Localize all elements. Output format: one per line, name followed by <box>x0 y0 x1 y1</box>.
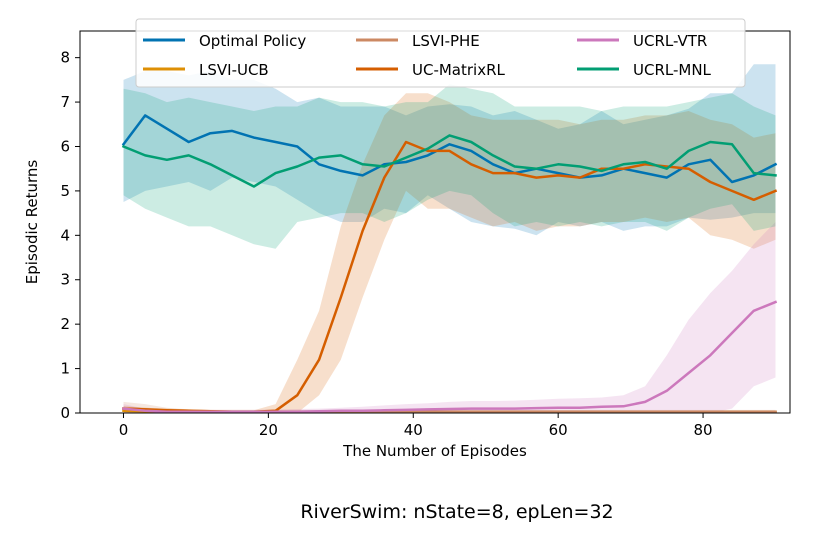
confidence-bands <box>123 64 776 413</box>
line-ucrl-mnl <box>121 134 777 188</box>
x-tick-label: 40 <box>404 421 423 439</box>
legend-label-lsvi-ucb: LSVI-UCB <box>199 61 269 79</box>
figure-caption: RiverSwim: nState=8, epLen=32 <box>300 501 613 523</box>
x-axis-ticks: 0 20 40 60 80 <box>119 413 713 439</box>
line-ucrl-vtr <box>122 300 778 413</box>
y-tick-label: 1 <box>60 360 70 378</box>
series-lines <box>121 114 778 413</box>
y-tick-label: 4 <box>60 226 70 244</box>
band-ucrl-vtr <box>123 222 776 413</box>
y-axis-label: Episodic Returns <box>23 160 41 285</box>
y-axis-ticks: 0 1 2 3 4 5 6 7 8 <box>60 49 80 422</box>
legend-label-ucrl-vtr: UCRL-VTR <box>633 32 707 50</box>
legend-label-optimal-policy: Optimal Policy <box>199 32 306 50</box>
x-tick-label: 60 <box>549 421 568 439</box>
legend: Optimal Policy LSVI-UCB LSVI-PHE UC-MatrixR… <box>135 18 746 88</box>
legend-label-lsvi-phe: LSVI-PHE <box>412 32 480 50</box>
y-tick-label: 2 <box>60 315 70 333</box>
y-tick-label: 7 <box>60 93 70 111</box>
x-tick-label: 20 <box>259 421 278 439</box>
x-tick-label: 80 <box>694 421 713 439</box>
x-axis-label: The Number of Episodes <box>342 442 527 460</box>
y-tick-label: 6 <box>60 137 70 155</box>
band-ucrl-mnl <box>123 84 776 249</box>
y-tick-label: 8 <box>60 49 70 67</box>
y-tick-label: 3 <box>60 271 70 289</box>
legend-label-uc-matrixrl: UC-MatrixRL <box>412 61 506 79</box>
band-lsvi-phe <box>123 401 776 413</box>
y-tick-label: 5 <box>60 182 70 200</box>
line-optimal-policy <box>121 114 778 184</box>
y-tick-label: 0 <box>60 404 70 422</box>
legend-label-ucrl-mnl: UCRL-MNL <box>633 61 712 79</box>
x-tick-label: 0 <box>119 421 129 439</box>
